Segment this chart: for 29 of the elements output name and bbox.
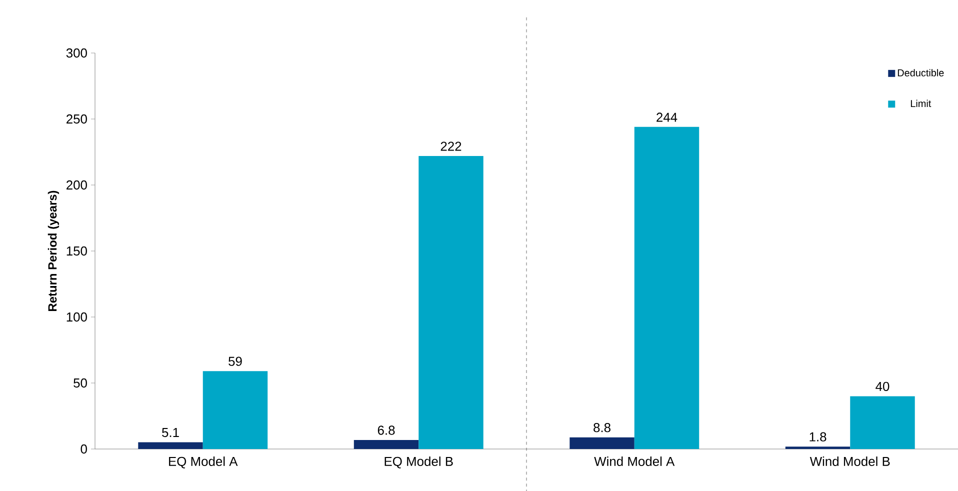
y-tick-label: 100 (66, 312, 87, 322)
bar (202, 371, 268, 449)
y-tick-label: 50 (74, 378, 87, 388)
legend-label: Limit (910, 100, 932, 108)
y-tick-label: 0 (80, 444, 87, 454)
data-label: 40 (876, 382, 890, 391)
data-label: 5.1 (162, 428, 179, 438)
bar (634, 126, 700, 449)
data-label: 59 (228, 356, 242, 366)
y-axis-title: Return Period (years) (48, 190, 60, 311)
data-label: 1.8 (810, 432, 826, 442)
bar (850, 396, 915, 449)
bar (354, 440, 419, 449)
bar (570, 437, 634, 449)
x-tick-label: Wind Model B (810, 456, 890, 466)
y-tick-label: 200 (66, 180, 87, 190)
x-tick-label: EQ Model A (169, 456, 238, 468)
data-label: 6.8 (378, 426, 395, 435)
y-tick-label: 250 (66, 114, 87, 124)
bar (418, 156, 484, 449)
data-label: 222 (440, 142, 462, 151)
y-tick-label: 150 (66, 246, 87, 256)
legend-label: Deductible (898, 69, 944, 76)
x-tick-label: Wind Model A (594, 456, 675, 466)
data-label: 8.8 (594, 423, 610, 432)
x-tick-label: EQ Model B (384, 456, 453, 468)
bar (138, 442, 203, 449)
data-label: 244 (656, 112, 678, 122)
y-tick-label: 300 (66, 48, 87, 58)
